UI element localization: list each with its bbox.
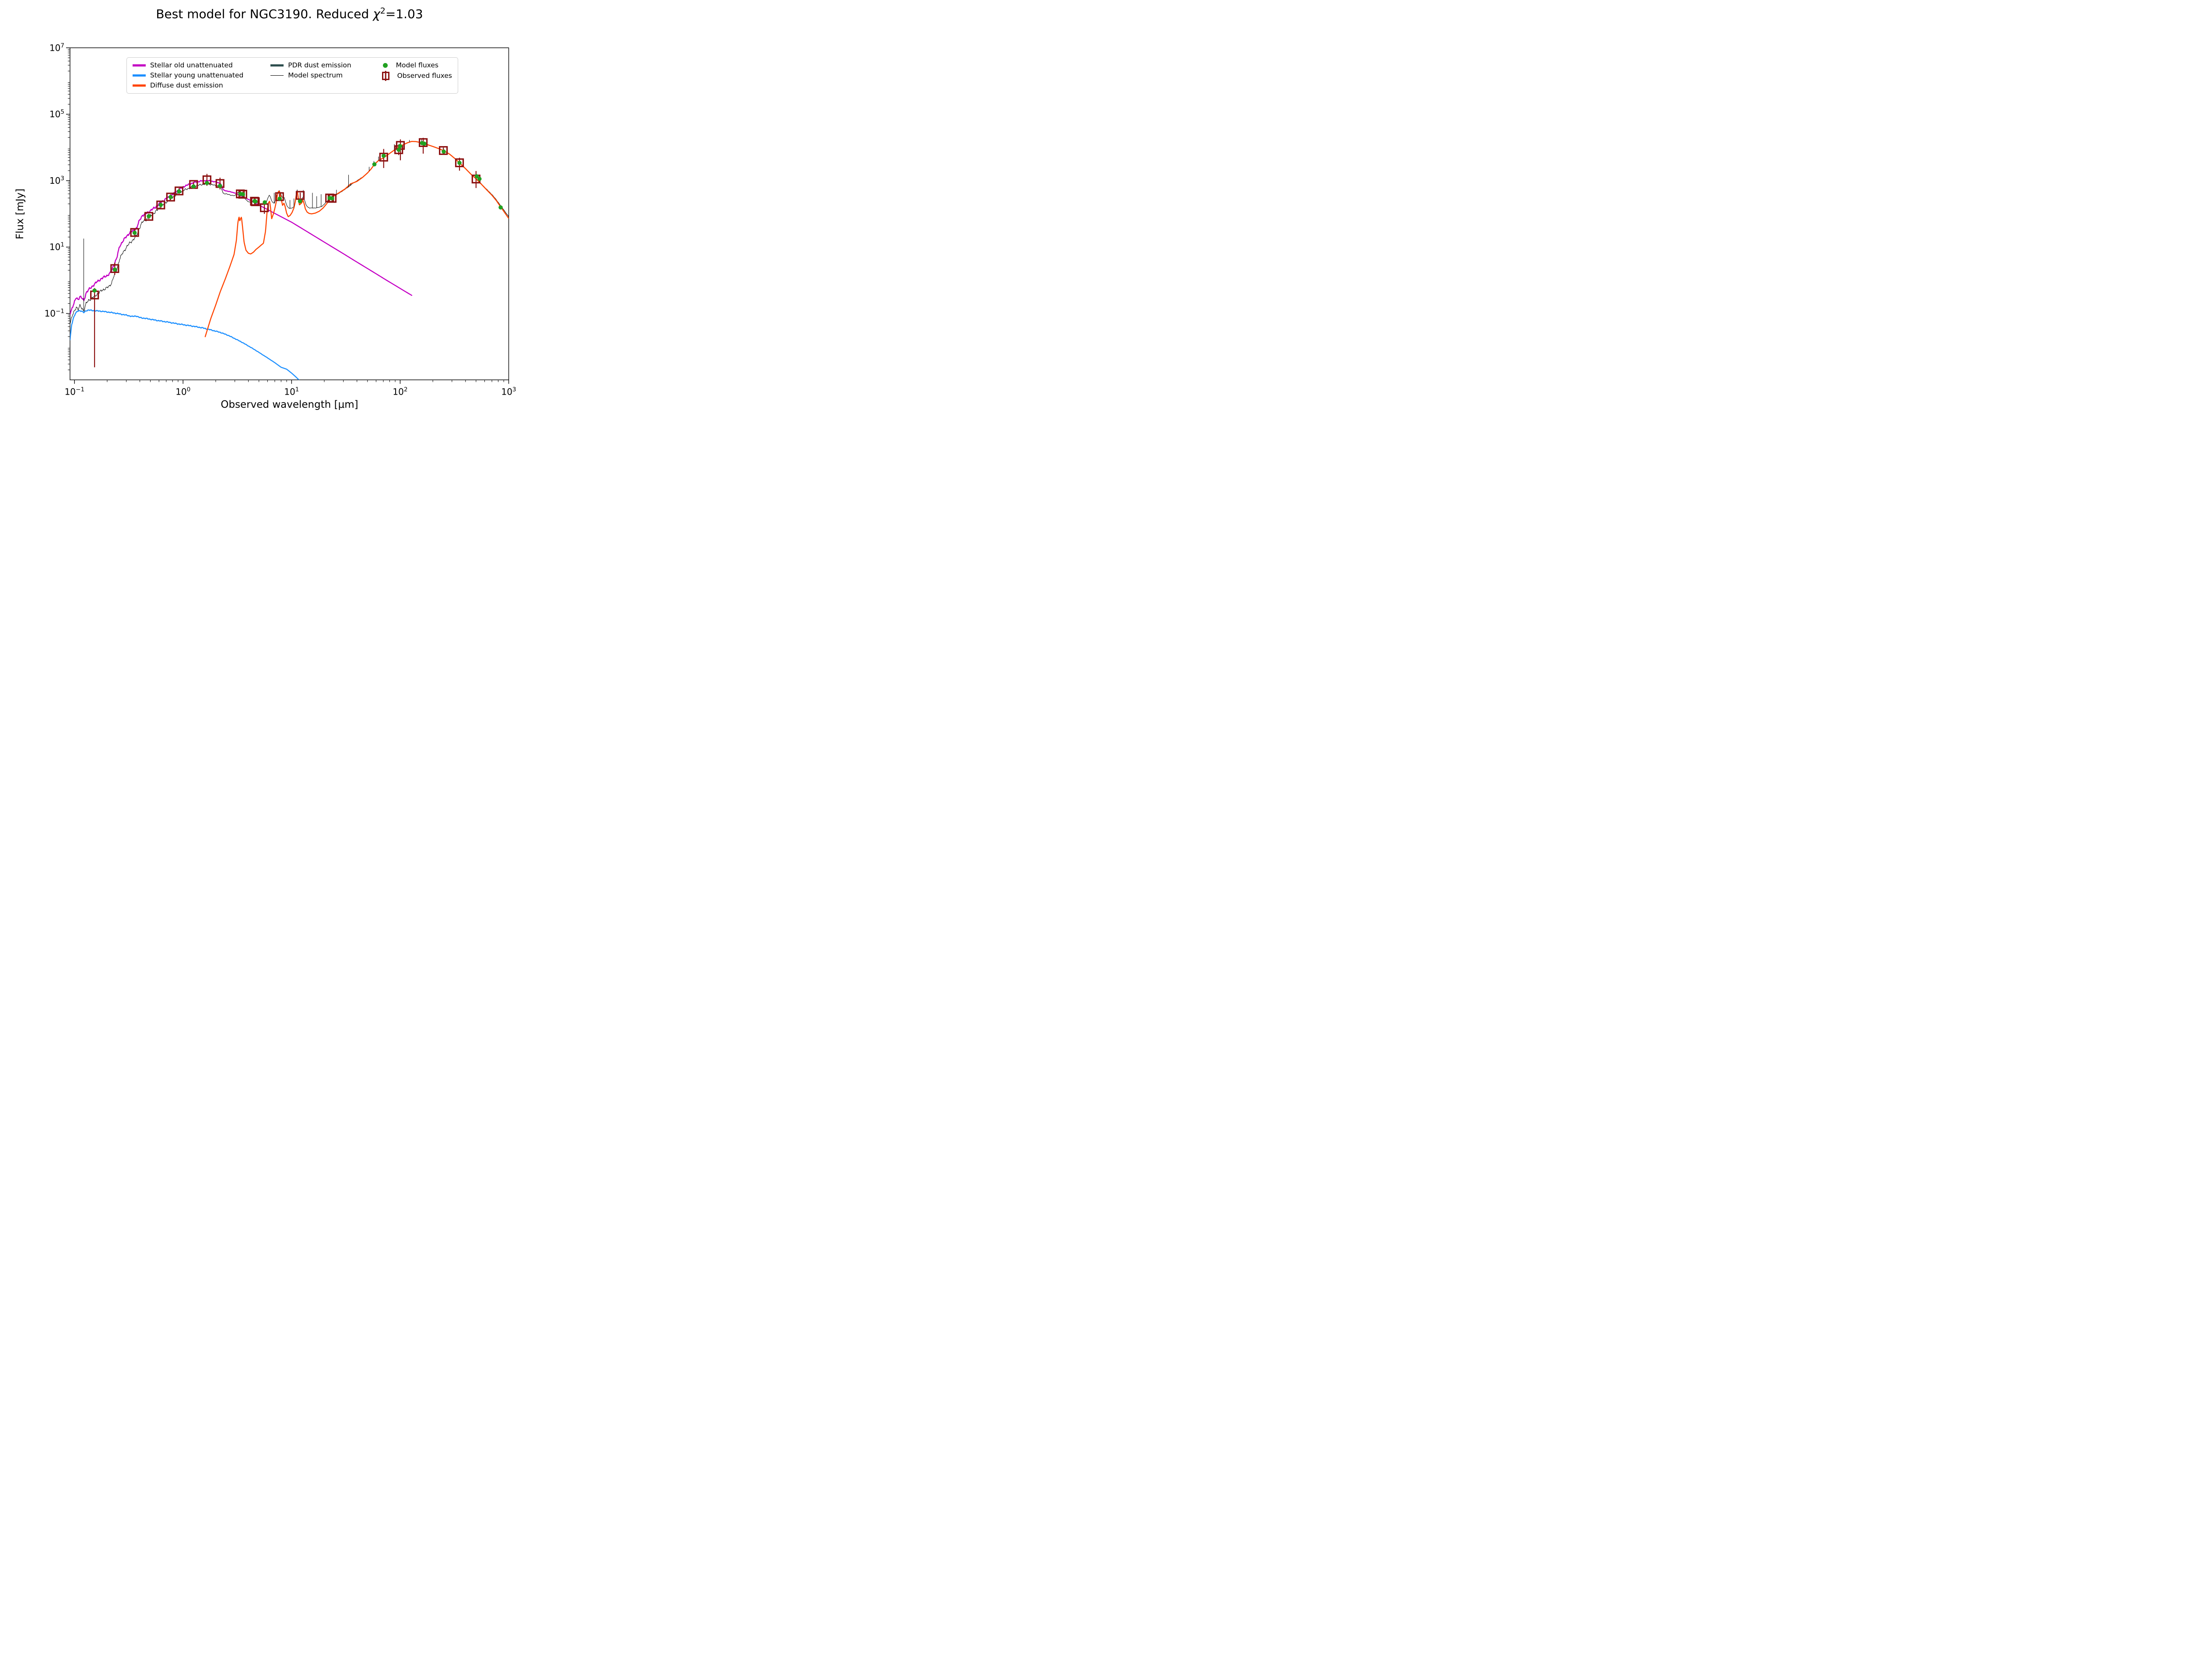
model-flux-point — [477, 177, 482, 181]
observed-fluxes-square-icon — [382, 71, 389, 81]
model-flux-point — [168, 195, 173, 200]
chart-title-prefix: Best model for NGC3190. Reduced — [156, 7, 373, 21]
model-flux-point — [298, 199, 302, 203]
x-tick-label: 102 — [393, 386, 407, 397]
diffuse-dust-line-swatch — [133, 84, 146, 87]
plot-frame — [70, 47, 509, 381]
model-flux-point — [177, 189, 181, 194]
legend-entry-observed-fluxes: Observed fluxes — [379, 71, 452, 81]
stellar-old-line-swatch — [133, 64, 146, 66]
observed-point — [455, 158, 464, 168]
model-flux-point — [112, 267, 117, 272]
model-flux-point — [474, 174, 479, 178]
legend-entry-stellar-young: Stellar young unattenuated — [133, 72, 243, 79]
chi-exponent: 2 — [380, 6, 386, 16]
curve-diffuse_dust — [204, 141, 509, 337]
model-flux-point — [398, 144, 403, 148]
model-flux-point — [241, 192, 245, 196]
y-tick-label: 105 — [49, 108, 64, 119]
model-flux-point — [277, 196, 282, 201]
model-spectrum-line-swatch — [270, 75, 284, 76]
chi-symbol: χ — [373, 7, 380, 21]
model-flux-point — [217, 183, 222, 188]
curve-stellar_young — [70, 309, 300, 380]
legend-label: PDR dust emission — [288, 61, 351, 69]
y-axis-label: Flux [mJy] — [14, 189, 26, 239]
emission-lines — [83, 138, 422, 311]
sed-chart: 10−1 100 101 102 103 10−1 101 103 105 107 — [45, 42, 516, 397]
legend-entry-model-spectrum: Model spectrum — [270, 72, 351, 79]
legend-entry-pdr-dust: PDR dust emission — [270, 62, 351, 69]
observed-point — [174, 186, 184, 196]
model-flux-point — [442, 149, 446, 154]
observed-point — [166, 192, 175, 202]
model-flux-point — [132, 231, 137, 235]
y-tick-label: 103 — [49, 175, 64, 186]
model-flux-point — [381, 154, 386, 158]
x-tick-label: 10−1 — [65, 386, 84, 397]
legend-label: Stellar young unattenuated — [150, 71, 244, 79]
legend-label: Diffuse dust emission — [150, 81, 223, 89]
y-tick-label: 10−1 — [45, 308, 64, 319]
observed-point — [295, 191, 305, 200]
y-tick-label: 107 — [49, 42, 64, 53]
legend-entry-stellar-old: Stellar old unattenuated — [133, 62, 243, 69]
observed-point — [379, 153, 388, 162]
curves — [70, 141, 509, 380]
model-flux-point — [147, 214, 151, 218]
model-flux-point — [422, 141, 427, 146]
x-tick-label: 101 — [284, 386, 299, 397]
legend-label: Stellar old unattenuated — [150, 61, 233, 69]
observed-fluxes-errorbar-icon — [385, 71, 386, 81]
pdr-dust-line-swatch — [270, 64, 284, 66]
axis-ticks — [66, 47, 509, 384]
chart-title: Best model for NGC3190. Reduced χ2=1.03 — [70, 6, 509, 21]
observed-point — [130, 228, 139, 237]
legend-column-2: PDR dust emission Model spectrum — [270, 62, 351, 89]
legend: Stellar old unattenuated Stellar young u… — [126, 57, 458, 94]
legend-label: Model fluxes — [396, 61, 438, 69]
model-flux-point — [396, 147, 401, 152]
legend-label: Observed fluxes — [397, 72, 452, 80]
figure: 10−1 100 101 102 103 10−1 101 103 105 107 Best mo… — [0, 0, 560, 420]
observed-point — [156, 200, 165, 210]
axis-tick-labels: 10−1 100 101 102 103 10−1 101 103 105 107 — [45, 42, 516, 397]
x-tick-label: 103 — [501, 386, 516, 397]
legend-column-1: Stellar old unattenuated Stellar young u… — [133, 62, 243, 89]
y-tick-label: 101 — [49, 242, 64, 252]
model-flux-point — [92, 288, 97, 293]
model-flux-point — [191, 184, 196, 189]
model-flux-point — [158, 203, 163, 207]
model-flux-point — [205, 181, 209, 186]
model-flux-point — [457, 161, 462, 165]
legend-entry-model-fluxes: Model fluxes — [379, 62, 452, 69]
stellar-young-line-swatch — [133, 74, 146, 77]
model-flux-point — [330, 196, 334, 201]
observed-point — [110, 264, 119, 273]
legend-entry-diffuse-dust: Diffuse dust emission — [133, 82, 243, 89]
model-flux-points — [92, 141, 503, 293]
observed-point — [418, 138, 428, 147]
observed-point — [144, 212, 154, 221]
x-axis-label: Observed wavelength [μm] — [221, 399, 358, 410]
model-flux-point — [253, 199, 258, 204]
model-flux-point — [498, 205, 503, 210]
curve-stellar_old — [70, 179, 413, 315]
model-flux-point — [372, 162, 377, 167]
x-tick-label: 100 — [175, 386, 190, 397]
observed-point — [439, 146, 448, 155]
legend-label: Model spectrum — [288, 71, 343, 79]
observed-point — [251, 197, 260, 206]
chart-title-suffix: =1.03 — [385, 7, 423, 21]
model-flux-point — [263, 200, 267, 205]
observed-errorbars — [94, 137, 477, 368]
legend-column-3: Model fluxes Observed fluxes — [379, 62, 452, 89]
model-fluxes-dot-icon — [382, 63, 388, 68]
